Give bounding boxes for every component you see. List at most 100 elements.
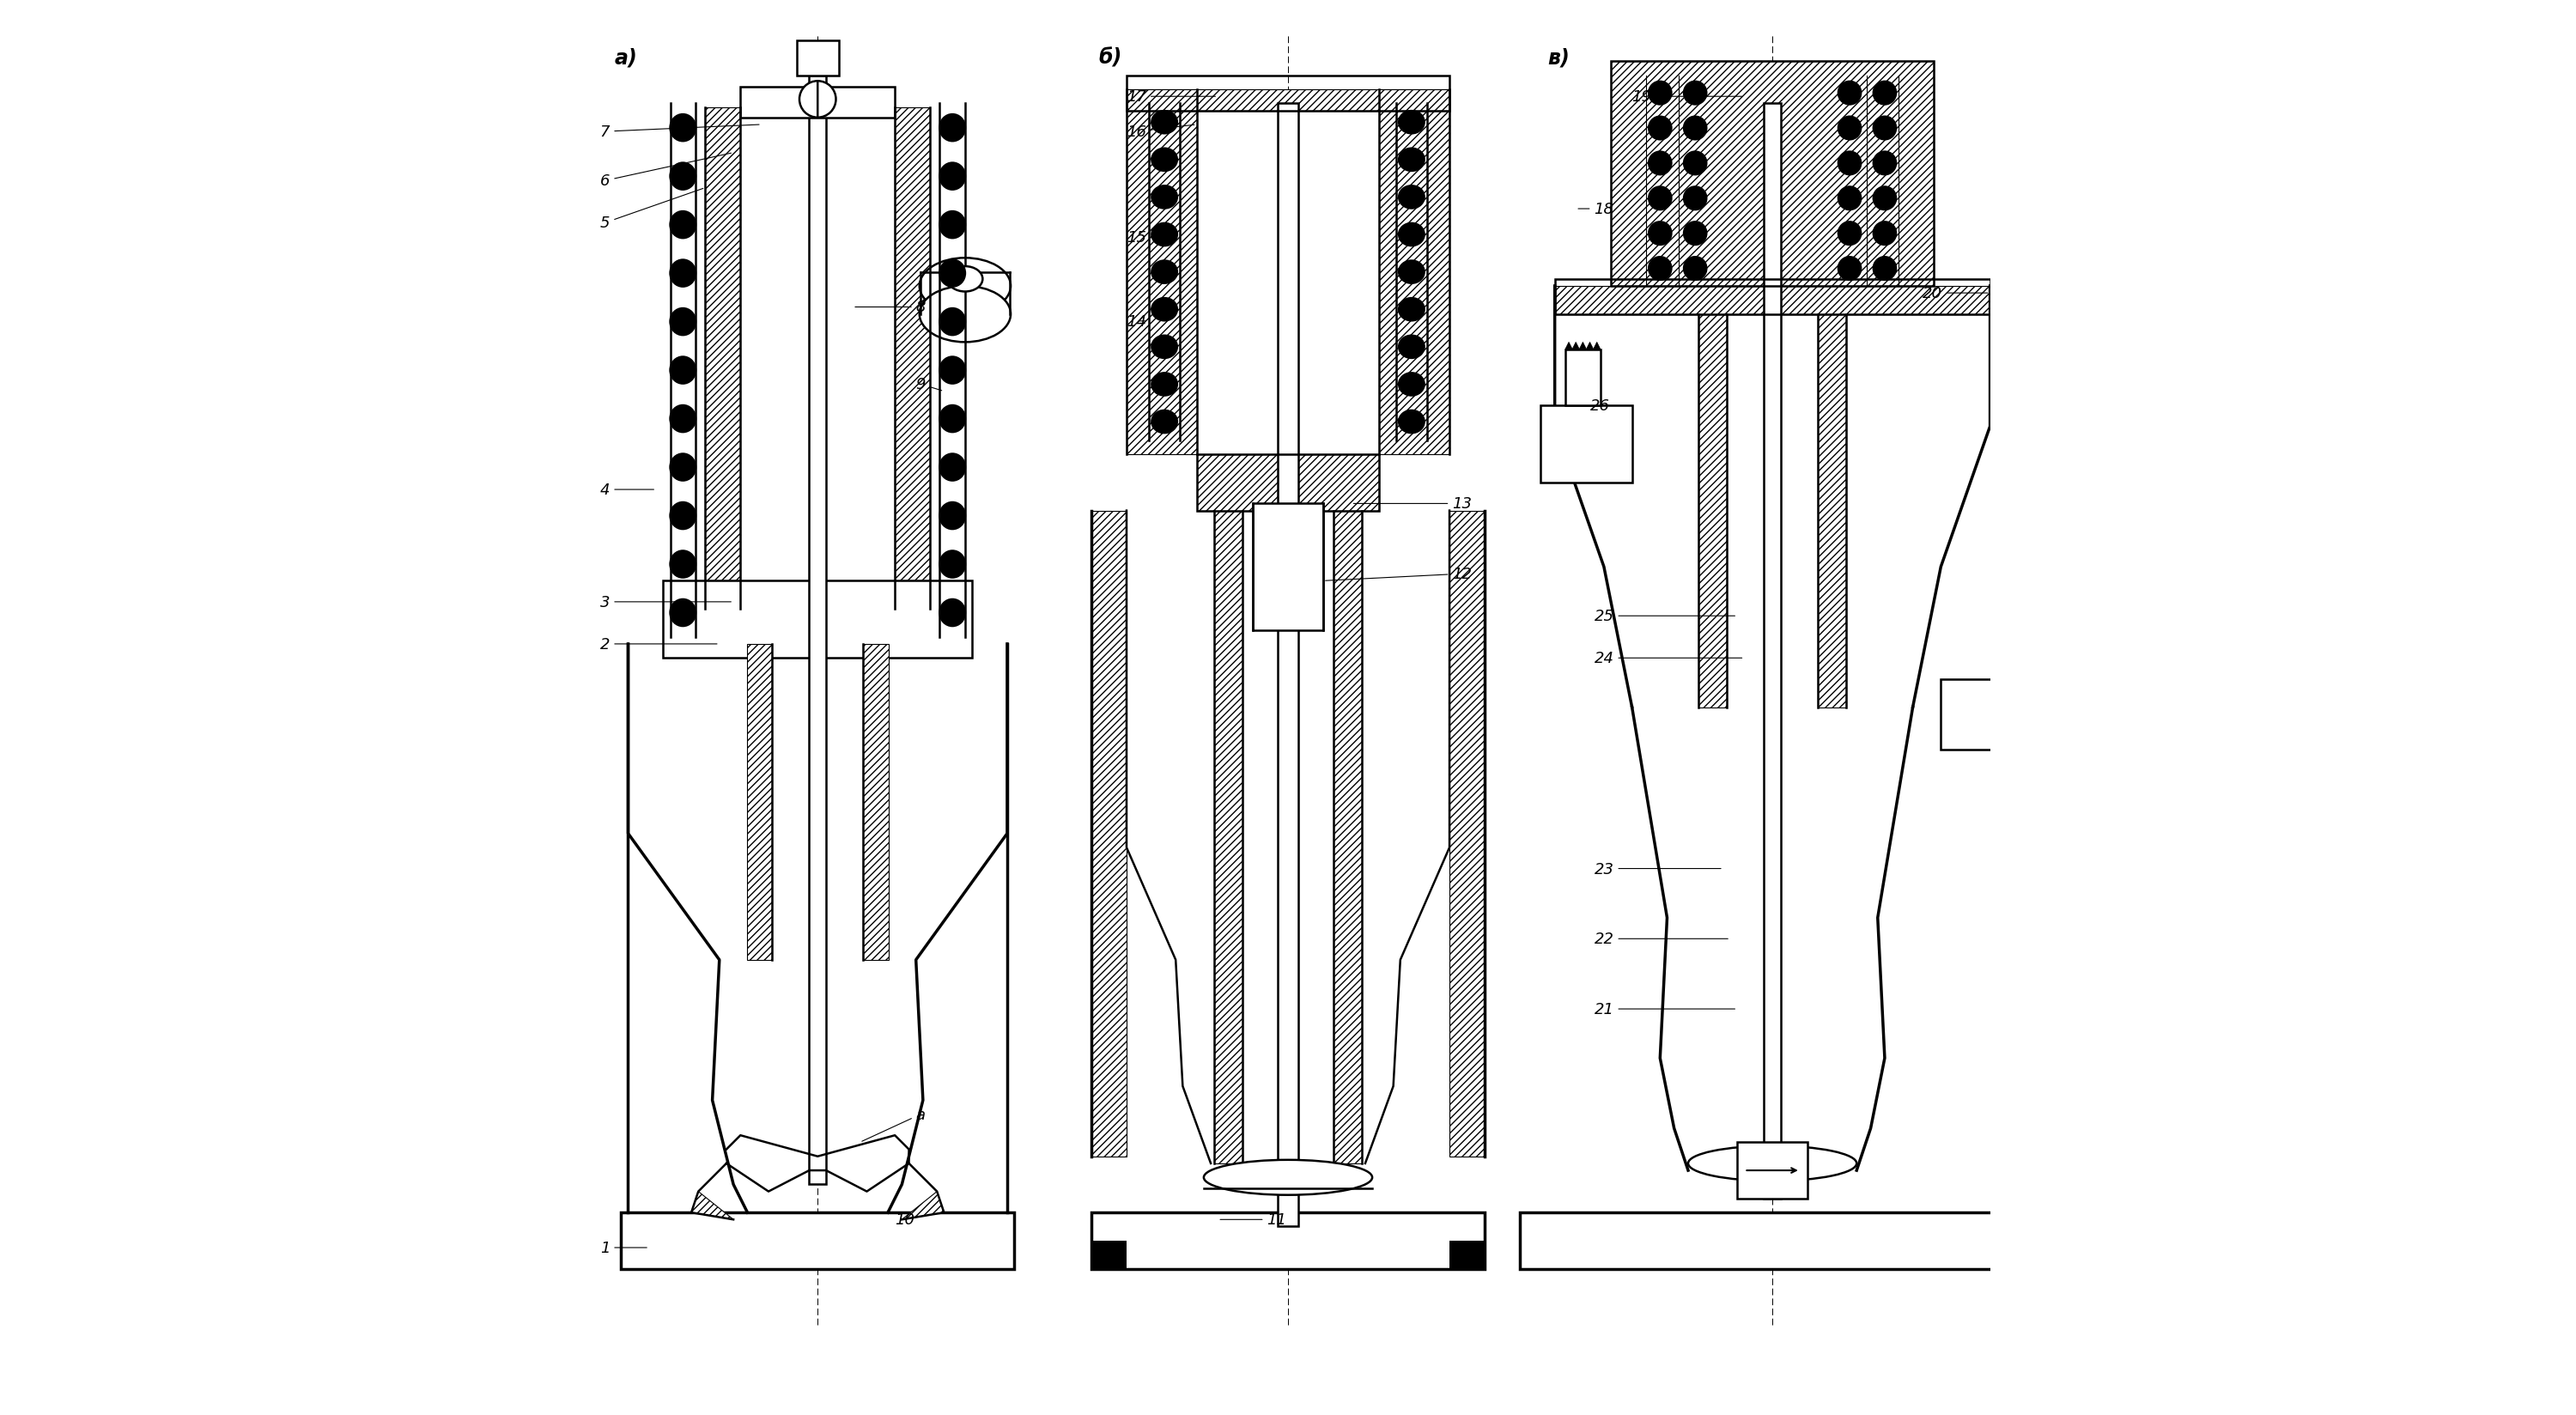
Polygon shape	[747, 644, 773, 959]
Ellipse shape	[1399, 262, 1425, 284]
Bar	[1765, 105, 1780, 1199]
Polygon shape	[621, 1213, 1015, 1269]
Bar	[809, 76, 827, 1184]
Polygon shape	[1198, 456, 1378, 511]
Bar	[1540, 406, 1633, 483]
Text: 1: 1	[600, 1240, 647, 1255]
Ellipse shape	[1873, 222, 1896, 245]
Ellipse shape	[1649, 222, 1672, 245]
Text: 26: 26	[1589, 398, 1610, 413]
Ellipse shape	[1151, 224, 1177, 246]
Polygon shape	[1940, 679, 2012, 750]
Bar	[1278, 105, 1298, 1227]
Ellipse shape	[940, 406, 966, 433]
Ellipse shape	[1151, 374, 1177, 396]
Bar	[1520, 1213, 2025, 1269]
Polygon shape	[1092, 511, 1126, 1156]
Text: б): б)	[1097, 48, 1123, 69]
Text: 4: 4	[600, 483, 654, 498]
Ellipse shape	[1685, 258, 1705, 280]
Polygon shape	[863, 644, 889, 959]
Polygon shape	[1126, 91, 1198, 456]
Ellipse shape	[670, 164, 696, 190]
Text: 7: 7	[600, 125, 760, 140]
Bar	[1610, 62, 1935, 287]
Text: 6: 6	[600, 154, 732, 190]
Polygon shape	[1595, 342, 1600, 350]
Bar	[796, 41, 840, 76]
Ellipse shape	[1203, 1160, 1373, 1196]
Text: 20: 20	[1922, 286, 1989, 301]
Bar	[739, 88, 894, 119]
Ellipse shape	[1839, 117, 1860, 140]
Ellipse shape	[1685, 82, 1705, 105]
Polygon shape	[1213, 511, 1242, 1163]
Polygon shape	[1092, 1213, 1484, 1269]
Ellipse shape	[948, 267, 981, 291]
Ellipse shape	[670, 502, 696, 529]
Ellipse shape	[940, 115, 966, 142]
Ellipse shape	[670, 454, 696, 481]
Text: 10: 10	[894, 1211, 914, 1227]
Polygon shape	[1566, 342, 1571, 350]
Bar	[1252, 504, 1324, 630]
Polygon shape	[1450, 511, 1484, 1156]
Ellipse shape	[940, 260, 966, 287]
Ellipse shape	[940, 308, 966, 335]
Ellipse shape	[1151, 299, 1177, 321]
Polygon shape	[1520, 1213, 2025, 1269]
Text: а: а	[863, 1107, 925, 1142]
Ellipse shape	[1685, 117, 1705, 140]
Text: 24: 24	[1595, 651, 1741, 666]
Ellipse shape	[1873, 187, 1896, 211]
Ellipse shape	[1151, 337, 1177, 358]
Ellipse shape	[940, 212, 966, 239]
Text: 15: 15	[1126, 229, 1159, 245]
Polygon shape	[1334, 511, 1363, 1163]
Ellipse shape	[1649, 117, 1672, 140]
Polygon shape	[1571, 342, 1579, 350]
Text: 17: 17	[1126, 89, 1216, 105]
Ellipse shape	[1649, 187, 1672, 211]
Ellipse shape	[940, 164, 966, 190]
Ellipse shape	[940, 454, 966, 481]
Ellipse shape	[1399, 410, 1425, 433]
Ellipse shape	[670, 552, 696, 577]
Ellipse shape	[1151, 410, 1177, 433]
Bar	[1566, 350, 1600, 406]
Text: 2: 2	[600, 637, 716, 652]
Ellipse shape	[920, 259, 1010, 314]
Polygon shape	[1566, 350, 1600, 406]
Ellipse shape	[1873, 82, 1896, 105]
Bar	[1198, 456, 1378, 511]
Ellipse shape	[1399, 149, 1425, 171]
Ellipse shape	[940, 502, 966, 529]
Ellipse shape	[1839, 222, 1860, 245]
Polygon shape	[1819, 314, 1847, 708]
Polygon shape	[1587, 342, 1595, 350]
Ellipse shape	[670, 406, 696, 433]
Ellipse shape	[670, 115, 696, 142]
Polygon shape	[1126, 91, 1450, 112]
Ellipse shape	[1399, 187, 1425, 209]
Bar	[1736, 1142, 1808, 1199]
Wedge shape	[799, 82, 817, 119]
Ellipse shape	[1685, 222, 1705, 245]
Polygon shape	[1378, 91, 1450, 456]
Text: 5: 5	[600, 190, 703, 231]
Polygon shape	[894, 109, 930, 610]
Text: 22: 22	[1595, 931, 1728, 947]
Ellipse shape	[1151, 149, 1177, 171]
Ellipse shape	[940, 600, 966, 627]
Text: в): в)	[1548, 48, 1569, 69]
Text: 23: 23	[1595, 862, 1721, 876]
Ellipse shape	[920, 287, 1010, 342]
Polygon shape	[1698, 314, 1726, 708]
Polygon shape	[706, 109, 739, 610]
Text: 19: 19	[1633, 89, 1741, 105]
Ellipse shape	[670, 600, 696, 627]
Text: 3: 3	[600, 594, 732, 610]
Ellipse shape	[1687, 1146, 1857, 1182]
Text: 16: 16	[1126, 125, 1195, 140]
Bar	[1556, 280, 1991, 314]
